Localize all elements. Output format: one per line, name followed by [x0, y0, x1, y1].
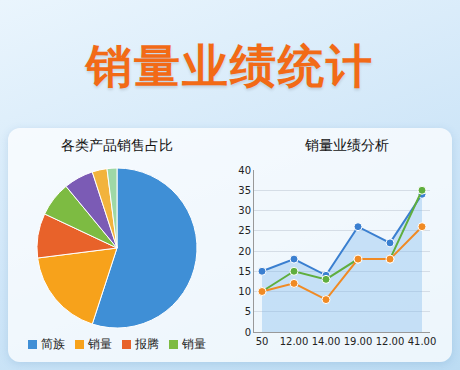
svg-text:20: 20	[238, 246, 251, 257]
svg-text:14.00: 14.00	[312, 336, 341, 347]
html-text:销量: 销量	[88, 337, 112, 351]
html-text:销量: 销量	[182, 337, 206, 351]
svg-text:10: 10	[238, 286, 251, 297]
svg-text:各类产品销售占比: 各类产品销售占比	[61, 137, 173, 153]
html-text:报腾: 报腾	[135, 337, 159, 351]
svg-text:销量业绩分析: 销量业绩分析	[304, 137, 389, 153]
svg-text:25: 25	[238, 225, 251, 236]
svg-text:30: 30	[238, 205, 251, 216]
svg-text:0: 0	[245, 327, 251, 338]
html-text:简族: 简族	[41, 337, 65, 351]
svg-text:19.00: 19.00	[344, 336, 373, 347]
svg-text:40: 40	[238, 165, 251, 176]
svg-text:41.00: 41.00	[408, 336, 437, 347]
svg-text:12.00: 12.00	[280, 336, 309, 347]
svg-text:35: 35	[238, 185, 251, 196]
svg-text:12.00: 12.00	[376, 336, 405, 347]
svg-text:5: 5	[245, 306, 251, 317]
html-text:销量业绩统计: 销量业绩统计	[86, 39, 374, 93]
svg-text:50: 50	[256, 336, 269, 347]
svg-text:15: 15	[238, 266, 251, 277]
